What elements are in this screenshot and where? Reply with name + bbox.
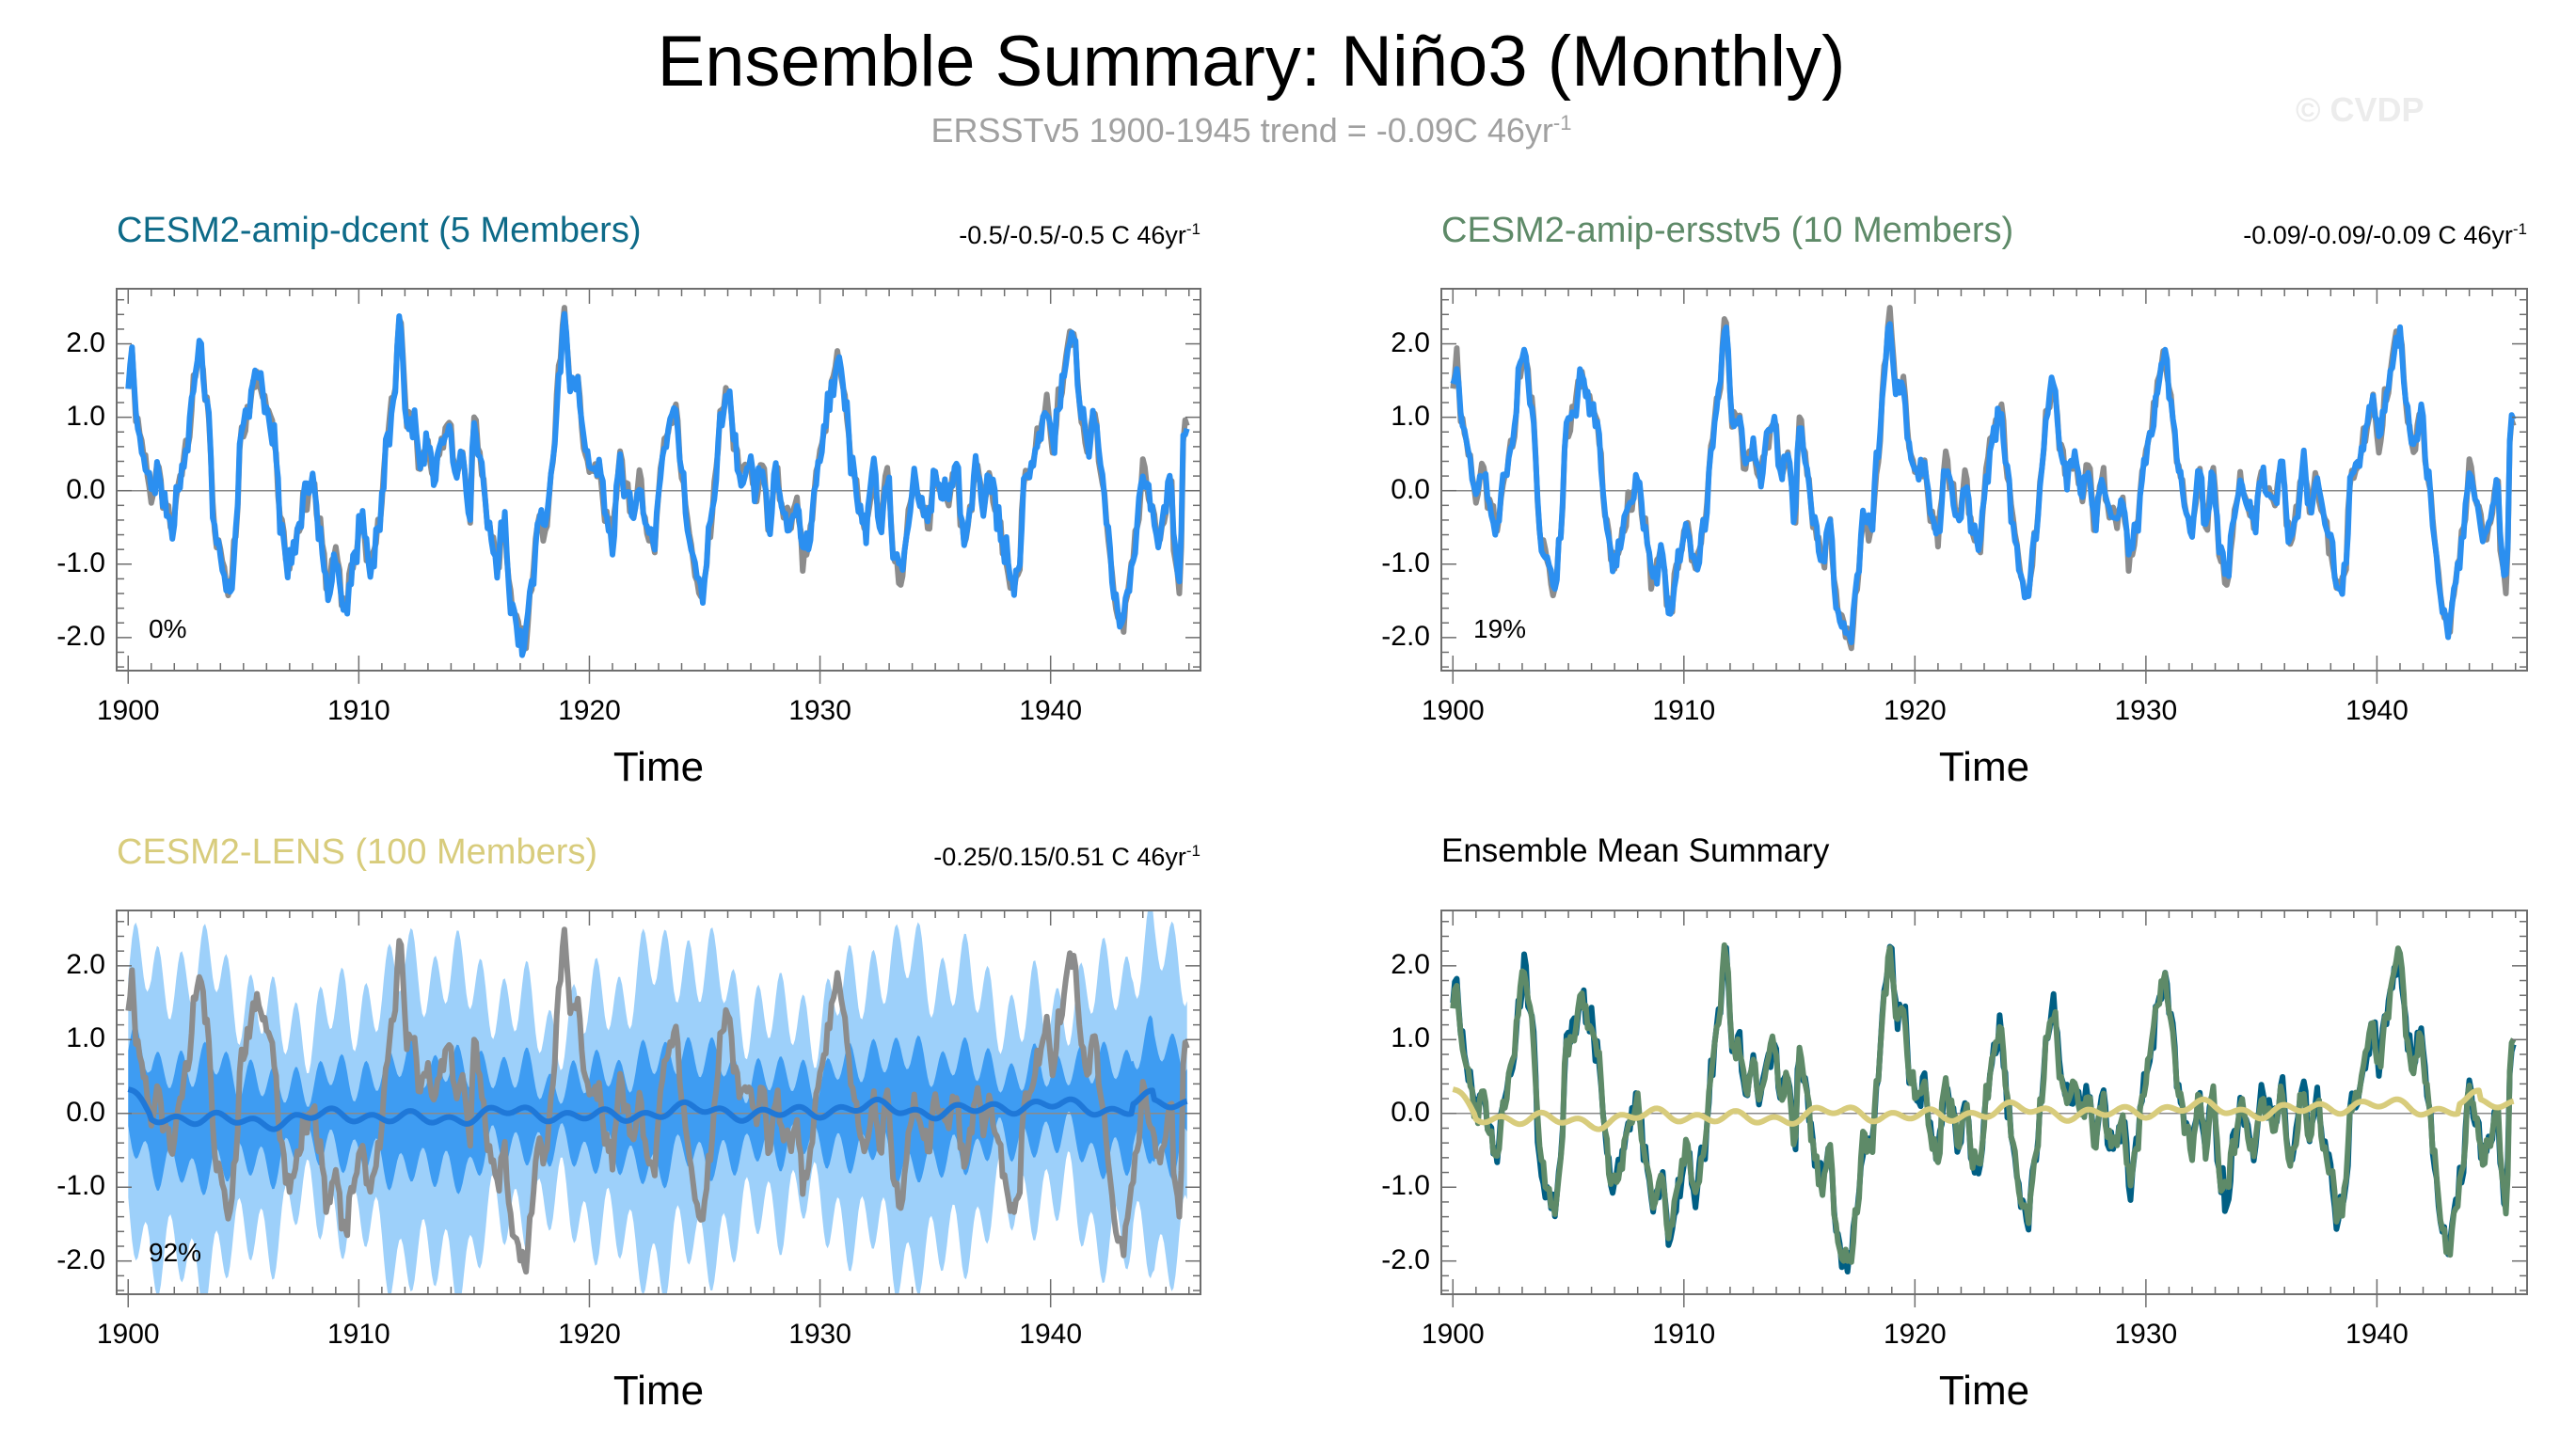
x-tick-label: 1920: [1883, 1319, 1947, 1350]
trend-superscript: -1: [1185, 220, 1200, 238]
y-tick-label: -1.0: [1381, 546, 1430, 578]
y-tick-label: 1.0: [1391, 1022, 1430, 1054]
percent-label: 92%: [149, 1238, 202, 1267]
y-tick-label: 0.0: [1391, 473, 1430, 505]
x-axis-label: Time: [612, 1368, 705, 1414]
y-tick-label: -2.0: [1381, 1243, 1430, 1275]
plot-content-p3: [117, 910, 1200, 1294]
y-tick-label: -2.0: [1381, 620, 1430, 652]
y-tick-label: 2.0: [66, 326, 105, 358]
x-tick-label: 1930: [788, 695, 851, 726]
percent-label: 0%: [149, 614, 187, 643]
trend-text: -0.09/-0.09/-0.09 C 46yr: [2243, 221, 2513, 249]
plot-content-p4: [1441, 942, 2527, 1274]
x-tick-label: 1920: [558, 695, 621, 726]
trend-text: -0.25/0.15/0.51 C 46yr: [933, 843, 1186, 871]
x-tick-label: 1930: [2114, 695, 2178, 726]
series-ensemble-mean: [1450, 321, 2517, 645]
x-tick-label: 1900: [1421, 1319, 1485, 1350]
y-tick-label: 2.0: [1391, 326, 1430, 358]
y-tick-label: -1.0: [56, 546, 105, 578]
panel-title-p3: CESM2-LENS (100 Members): [117, 832, 598, 872]
subtitle-text: ERSSTv5 1900-1945 trend = -0.09C 46yr: [930, 111, 1553, 150]
plot-area-p2: [1440, 288, 2528, 684]
x-tick-label: 1930: [788, 1319, 851, 1350]
y-tick-label: 2.0: [1391, 948, 1430, 980]
panel-trend-p3: -0.25/0.15/0.51 C 46yr-1: [933, 842, 1200, 872]
plot-area-p3: [116, 910, 1201, 1307]
y-tick-label: 1.0: [1391, 400, 1430, 432]
y-tick-label: -1.0: [56, 1170, 105, 1202]
y-tick-label: -1.0: [1381, 1170, 1430, 1202]
plot-content-p2: [1441, 305, 2527, 652]
y-tick-label: 1.0: [66, 400, 105, 432]
plot-area-p1: [116, 288, 1201, 684]
trend-superscript: -1: [2512, 220, 2527, 238]
plot-content-p1: [117, 305, 1200, 658]
figure-subtitle: ERSSTv5 1900-1945 trend = -0.09C 46yr-1: [0, 111, 2503, 150]
x-tick-label: 1930: [2114, 1319, 2178, 1350]
x-tick-label: 1940: [1019, 695, 1083, 726]
figure-title: Ensemble Summary: Niño3 (Monthly): [657, 22, 1846, 102]
x-tick-label: 1910: [326, 695, 390, 726]
percent-label: 19%: [1473, 614, 1527, 643]
y-tick-label: 0.0: [66, 473, 105, 505]
y-tick-label: -2.0: [56, 620, 105, 652]
series-lens-mean: [1452, 1086, 2515, 1132]
panel-trend-p1: -0.5/-0.5/-0.5 C 46yr-1: [959, 220, 1200, 250]
y-tick-label: 0.0: [66, 1096, 105, 1128]
x-tick-label: 1910: [1652, 1319, 1716, 1350]
x-tick-label: 1900: [1421, 695, 1485, 726]
plot-area-p4: [1440, 910, 2528, 1307]
series-ensemble-mean: [127, 1086, 1188, 1132]
y-tick-label: -2.0: [56, 1243, 105, 1275]
y-tick-label: 1.0: [66, 1022, 105, 1054]
x-tick-label: 1940: [2345, 1319, 2409, 1350]
x-tick-label: 1920: [558, 1319, 621, 1350]
y-tick-label: 0.0: [1391, 1096, 1430, 1128]
panel-trend-p2: -0.09/-0.09/-0.09 C 46yr-1: [2243, 220, 2527, 250]
cvdp-watermark: © CVDP: [2296, 90, 2425, 129]
series-ersstv5-mean: [1450, 942, 2517, 1265]
y-tick-label: 2.0: [66, 948, 105, 980]
x-tick-label: 1920: [1883, 695, 1947, 726]
x-tick-label: 1940: [2345, 695, 2409, 726]
x-axis-label: Time: [1938, 744, 2030, 790]
x-tick-label: 1900: [96, 1319, 160, 1350]
x-tick-label: 1900: [96, 695, 160, 726]
panel-title-p1: CESM2-amip-dcent (5 Members): [117, 211, 642, 250]
x-tick-label: 1910: [326, 1319, 390, 1350]
subtitle-superscript: -1: [1552, 111, 1572, 135]
panel-title-p2: CESM2-amip-ersstv5 (10 Members): [1441, 211, 2014, 250]
x-tick-label: 1940: [1019, 1319, 1083, 1350]
trend-text: -0.5/-0.5/-0.5 C 46yr: [959, 221, 1186, 249]
x-axis-label: Time: [1938, 1368, 2030, 1414]
x-axis-label: Time: [612, 744, 705, 790]
series-obs: [125, 926, 1190, 1275]
trend-superscript: -1: [1185, 842, 1200, 860]
x-tick-label: 1910: [1652, 695, 1716, 726]
series-ensemble-mean: [125, 310, 1190, 658]
panel-title-p4: Ensemble Mean Summary: [1441, 832, 1830, 869]
